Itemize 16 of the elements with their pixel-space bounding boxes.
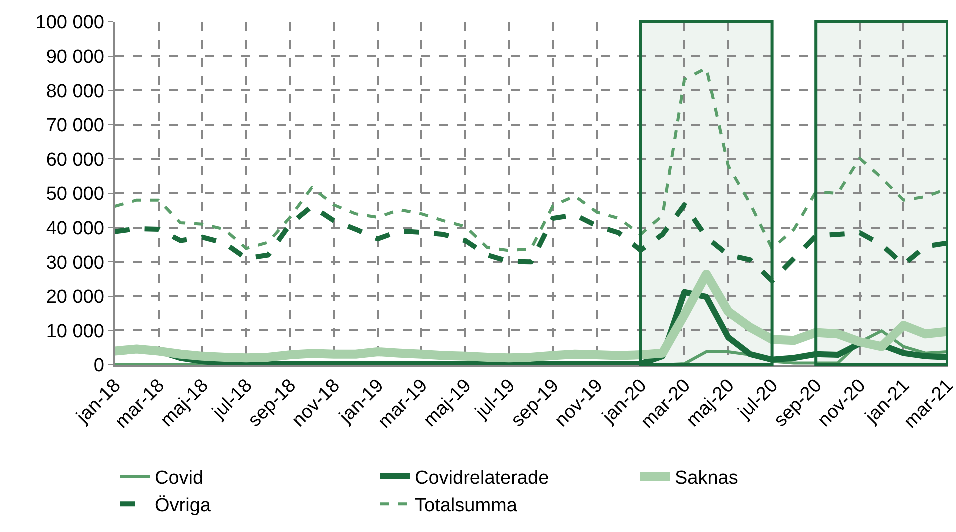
y-tick-label: 50 000 — [46, 184, 104, 206]
y-tick-label: 80 000 — [46, 81, 104, 102]
y-tick-label: 20 000 — [46, 287, 104, 308]
y-tick-label: 30 000 — [46, 252, 104, 274]
legend-label: Covid — [155, 468, 204, 489]
y-tick-label: 40 000 — [46, 218, 104, 240]
y-tick-label: 0 — [94, 356, 104, 377]
y-tick-label: 90 000 — [46, 46, 104, 68]
legend-label: Saknas — [675, 468, 738, 489]
y-tick-label: 60 000 — [46, 150, 104, 171]
legend-label: Övriga — [155, 496, 212, 517]
legend-label: Totalsumma — [415, 496, 518, 517]
y-tick-label: 10 000 — [46, 321, 104, 342]
y-tick-label: 70 000 — [46, 116, 104, 137]
y-tick-label: 100 000 — [36, 12, 104, 34]
legend-label: Covidrelaterade — [415, 468, 550, 489]
